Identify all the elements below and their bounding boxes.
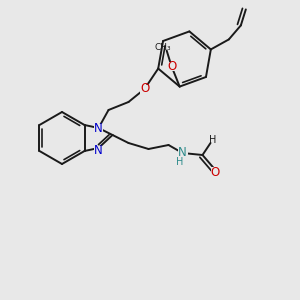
Bar <box>94 124 103 133</box>
Text: O: O <box>140 82 149 95</box>
Text: H: H <box>209 135 216 145</box>
Bar <box>211 167 220 177</box>
Text: O: O <box>167 60 176 73</box>
Bar <box>94 146 103 154</box>
Text: CH₃: CH₃ <box>154 43 171 52</box>
Text: N: N <box>94 122 103 134</box>
Text: N: N <box>178 146 187 160</box>
Text: O: O <box>210 167 219 179</box>
Bar <box>178 148 188 158</box>
Text: N: N <box>94 143 103 157</box>
Bar <box>140 85 149 94</box>
Bar <box>167 62 176 71</box>
Text: H: H <box>176 157 183 167</box>
